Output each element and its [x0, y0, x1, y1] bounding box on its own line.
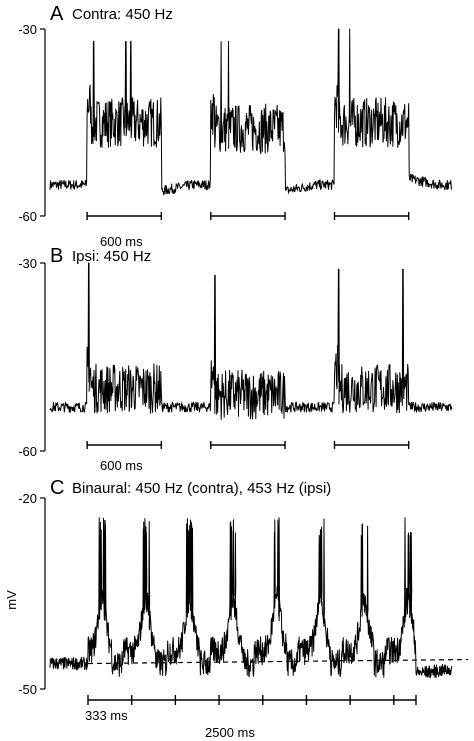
panel-c-y-axis-unit: mV — [4, 590, 19, 610]
panel-b-letter: B — [50, 245, 63, 267]
panel-a-stimulus-bars — [86, 212, 410, 220]
stimulus-bar-3 — [333, 212, 410, 220]
panel-a-y-tick-label-bottom: -60 — [18, 209, 37, 224]
panel-a-y-tick-label-top: -30 — [18, 22, 37, 37]
stimulus-bar-1 — [86, 441, 163, 449]
panel-c-time-scale — [87, 695, 417, 705]
panel-a-letter: A — [50, 3, 64, 25]
panel-c-beat-period-label: 333 ms — [85, 708, 128, 723]
stimulus-bar-2 — [210, 441, 286, 449]
stimulus-bar-1 — [86, 212, 163, 220]
panel-b-y-tick-label-bottom: -60 — [18, 444, 37, 459]
panel-c-resting-line — [87, 658, 469, 665]
panel-b-bar-label: 600 ms — [100, 458, 143, 473]
panel-c: C Binaural: 450 Hz (contra), 453 Hz (ips… — [4, 477, 469, 740]
panel-c-letter: C — [50, 477, 64, 499]
panel-b: B Ipsi: 450 Hz -30 -60 600 ms — [18, 245, 453, 473]
panel-a-trace — [49, 28, 453, 196]
panel-b-trace — [49, 262, 453, 420]
panel-a-title: Contra: 450 Hz — [72, 6, 173, 23]
stimulus-bar-3 — [333, 441, 410, 449]
panel-b-title: Ipsi: 450 Hz — [72, 248, 151, 265]
panel-a-bar-label: 600 ms — [100, 234, 143, 249]
panel-c-y-tick-label-top: -20 — [18, 491, 37, 506]
stimulus-bar-2 — [210, 212, 286, 220]
panel-b-y-tick-label-top: -30 — [18, 256, 37, 271]
panel-c-trace — [49, 517, 453, 678]
panel-c-total-duration-label: 2500 ms — [205, 725, 255, 740]
panel-a: A Contra: 450 Hz -30 -60 600 ms — [18, 3, 453, 249]
panel-c-title: Binaural: 450 Hz (contra), 453 Hz (ipsi) — [72, 480, 331, 497]
panel-c-y-tick-label-bottom: -50 — [18, 682, 37, 697]
panel-b-stimulus-bars — [86, 441, 410, 449]
